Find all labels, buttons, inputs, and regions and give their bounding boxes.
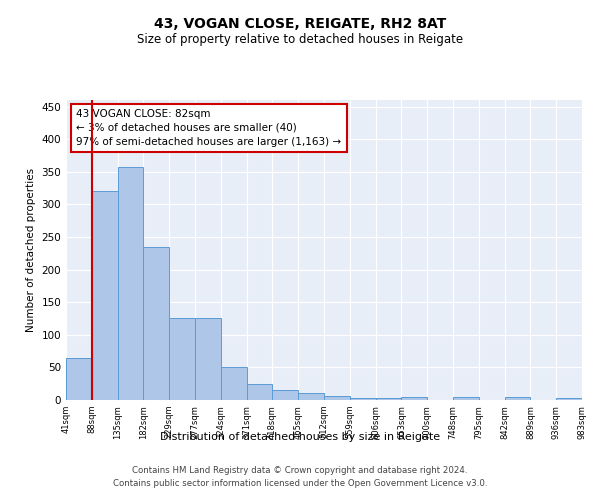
Y-axis label: Number of detached properties: Number of detached properties <box>26 168 36 332</box>
Text: Size of property relative to detached houses in Reigate: Size of property relative to detached ho… <box>137 32 463 46</box>
Bar <box>92 192 118 400</box>
Bar <box>453 398 479 400</box>
Bar <box>195 318 221 400</box>
Text: Distribution of detached houses by size in Reigate: Distribution of detached houses by size … <box>160 432 440 442</box>
Bar <box>169 318 195 400</box>
Bar <box>298 394 324 400</box>
Bar <box>376 398 401 400</box>
Bar <box>556 398 582 400</box>
Bar <box>401 398 427 400</box>
Bar <box>324 396 350 400</box>
Bar <box>247 384 272 400</box>
Bar <box>505 398 530 400</box>
Bar <box>66 358 92 400</box>
Bar <box>221 368 247 400</box>
Text: 43, VOGAN CLOSE, REIGATE, RH2 8AT: 43, VOGAN CLOSE, REIGATE, RH2 8AT <box>154 18 446 32</box>
Bar <box>272 390 298 400</box>
Bar <box>350 398 376 400</box>
Bar <box>118 166 143 400</box>
Text: 43 VOGAN CLOSE: 82sqm
← 3% of detached houses are smaller (40)
97% of semi-detac: 43 VOGAN CLOSE: 82sqm ← 3% of detached h… <box>76 109 341 147</box>
Text: Contains HM Land Registry data © Crown copyright and database right 2024.
Contai: Contains HM Land Registry data © Crown c… <box>113 466 487 487</box>
Bar <box>143 246 169 400</box>
